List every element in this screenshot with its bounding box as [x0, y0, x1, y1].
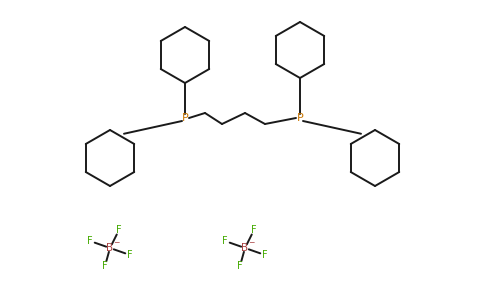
Text: F: F [251, 225, 257, 235]
Text: F: F [222, 236, 228, 246]
Text: F: F [237, 261, 243, 271]
Text: B: B [242, 243, 249, 253]
Text: F: F [87, 236, 93, 246]
Text: F: F [116, 225, 122, 235]
Text: F: F [262, 250, 268, 260]
Text: P: P [297, 113, 303, 123]
Text: F: F [127, 250, 133, 260]
Text: F: F [102, 261, 108, 271]
Text: −: − [113, 238, 119, 247]
Text: P: P [182, 113, 188, 123]
Text: B: B [106, 243, 114, 253]
Text: −: − [248, 238, 254, 247]
